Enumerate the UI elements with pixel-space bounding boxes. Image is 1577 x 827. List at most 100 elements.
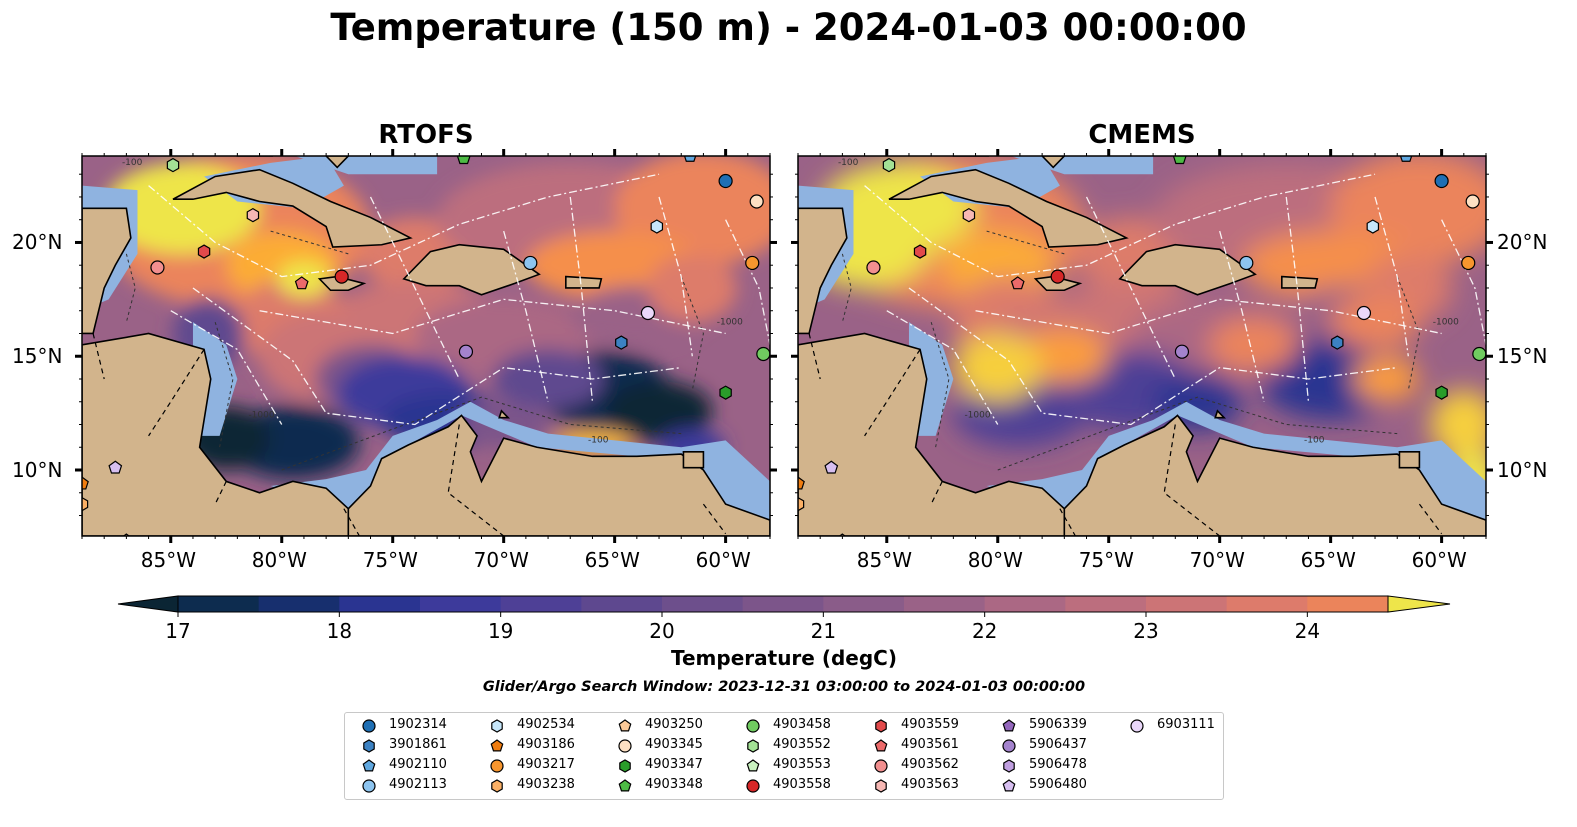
colorbar-tick-label: 19 bbox=[488, 619, 513, 643]
float-marker-6903111 bbox=[640, 305, 656, 321]
lon-tick-label-rtofs: 85°W bbox=[140, 548, 196, 572]
temperature-patch bbox=[647, 253, 737, 323]
float-marker-3901861 bbox=[1331, 335, 1344, 350]
colorbar-bin bbox=[1146, 596, 1228, 612]
lon-tick-label-rtofs: 60°W bbox=[695, 548, 751, 572]
float-marker-4903552 bbox=[882, 157, 896, 173]
legend-label: 4903238 bbox=[517, 777, 575, 792]
float-marker-4903563 bbox=[962, 207, 976, 223]
axis-ticks bbox=[791, 149, 1493, 543]
temperature-patch bbox=[1019, 328, 1109, 384]
temperature-patch bbox=[605, 381, 713, 441]
land-mass bbox=[347, 414, 770, 536]
land-mass bbox=[1281, 275, 1319, 289]
eez-boundary bbox=[1374, 196, 1409, 357]
legend-label: 4903558 bbox=[773, 777, 831, 792]
colorbar-tick-label: 17 bbox=[165, 619, 190, 643]
legend-marker bbox=[490, 759, 504, 773]
land-mass bbox=[1041, 156, 1066, 169]
contour-label: -1000 bbox=[1433, 317, 1459, 327]
legend-label: 6903111 bbox=[1157, 717, 1215, 732]
colorbar-bin bbox=[339, 596, 421, 612]
contour-label: -100 bbox=[838, 158, 859, 168]
lon-tick-label-cmems: 80°W bbox=[967, 548, 1023, 572]
land-mass bbox=[82, 207, 132, 335]
float-marker-4903348 bbox=[456, 156, 471, 165]
colorbar-bin bbox=[581, 596, 663, 612]
land-mass bbox=[498, 409, 511, 419]
float-marker-4903186 bbox=[798, 476, 805, 490]
land-mass bbox=[1118, 243, 1257, 296]
colorbar-extend-low bbox=[117, 595, 179, 613]
country-border bbox=[702, 503, 727, 535]
legend-label: 5906339 bbox=[1029, 717, 1087, 732]
land-mass bbox=[1063, 414, 1486, 536]
land-mass bbox=[402, 243, 541, 296]
temperature-patch bbox=[1430, 390, 1486, 459]
temperature-patch bbox=[1259, 338, 1402, 420]
colorbar-bin bbox=[742, 596, 824, 612]
float-marker-4902110 bbox=[1399, 156, 1413, 162]
float-marker-4903347 bbox=[1435, 385, 1448, 400]
eez-boundary bbox=[725, 219, 770, 345]
float-marker-4903562 bbox=[150, 260, 165, 275]
float-marker-4903559 bbox=[913, 244, 927, 259]
legend-marker bbox=[619, 759, 631, 773]
legend-marker bbox=[490, 739, 504, 752]
colorbar-bin bbox=[1065, 596, 1147, 612]
float-marker-4903458 bbox=[1472, 346, 1486, 362]
colorbar-bin bbox=[178, 596, 260, 612]
eez-boundary bbox=[1285, 196, 1310, 402]
depth-contour bbox=[1396, 276, 1420, 391]
depth-contour bbox=[930, 321, 950, 448]
lat-tick-label-right: 15°N bbox=[1497, 344, 1548, 369]
legend-marker bbox=[618, 779, 632, 792]
contour-label: -1000 bbox=[248, 411, 274, 421]
land-mass bbox=[172, 168, 413, 248]
legend-label: 4902110 bbox=[389, 757, 447, 772]
legend-marker bbox=[491, 779, 503, 793]
contour-label: -1000 bbox=[717, 317, 743, 327]
float-marker-4903561 bbox=[1010, 276, 1025, 290]
land-mass bbox=[1398, 451, 1421, 469]
eez-boundary bbox=[908, 287, 1398, 426]
legend-label: 5906478 bbox=[1029, 757, 1087, 772]
colorbar-tick-label: 18 bbox=[327, 619, 352, 643]
legend-label: 4903458 bbox=[773, 717, 831, 732]
legend-label: 4903563 bbox=[901, 777, 959, 792]
colorbar-bin bbox=[662, 596, 744, 612]
legend-marker bbox=[362, 759, 376, 772]
legend-label: 4903559 bbox=[901, 717, 959, 732]
lat-tick-label-left: 10°N bbox=[12, 458, 63, 482]
float-marker-4902113 bbox=[523, 255, 538, 271]
lon-tick-label-cmems: 70°W bbox=[1189, 548, 1245, 572]
legend-marker bbox=[746, 759, 760, 772]
country-border bbox=[92, 333, 105, 380]
contour-label: -1000 bbox=[964, 411, 990, 421]
colorbar-label: Temperature (degC) bbox=[671, 646, 897, 670]
lon-tick-label-cmems: 75°W bbox=[1078, 548, 1134, 572]
legend-marker bbox=[1002, 779, 1016, 792]
legend-marker bbox=[363, 739, 375, 753]
legend-label: 4903217 bbox=[517, 757, 575, 772]
map-panel-rtofs: -1000 -100 -100 -1000 bbox=[75, 149, 777, 543]
depth-contour bbox=[281, 396, 682, 471]
float-marker-4903238 bbox=[82, 496, 89, 512]
legend-label: 5906437 bbox=[1029, 737, 1087, 752]
legend-marker bbox=[618, 739, 632, 753]
land-mass bbox=[798, 207, 848, 335]
land-mass bbox=[888, 168, 1129, 248]
float-marker-1902314 bbox=[718, 173, 733, 189]
panel-title-cmems: CMEMS bbox=[1088, 120, 1196, 150]
legend-label: 4903561 bbox=[901, 737, 959, 752]
legend-marker bbox=[362, 719, 376, 733]
legend-label: 4903553 bbox=[773, 757, 831, 772]
country-border bbox=[808, 333, 821, 380]
colorbar-bin bbox=[984, 596, 1066, 612]
land-mass bbox=[565, 275, 603, 289]
map-panel-cmems: -1000 -100 -100 -1000 bbox=[791, 149, 1493, 543]
legend-label: 4903250 bbox=[645, 717, 703, 732]
lon-tick-label-rtofs: 75°W bbox=[362, 548, 418, 572]
legend-marker bbox=[746, 779, 760, 793]
eez-boundary bbox=[192, 287, 682, 426]
